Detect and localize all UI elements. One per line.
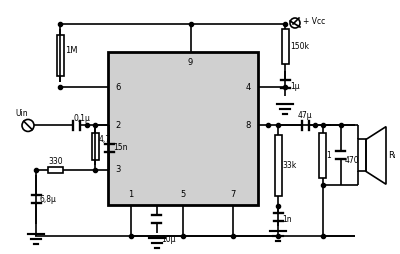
Bar	[274, 135, 282, 196]
Text: 6: 6	[115, 83, 120, 92]
Text: Rₗ: Rₗ	[388, 151, 395, 160]
Text: 1: 1	[326, 151, 331, 160]
Bar	[108, 52, 258, 205]
Text: 9: 9	[188, 58, 193, 67]
Bar	[48, 167, 63, 173]
Text: 15n: 15n	[113, 143, 128, 152]
Text: 4: 4	[246, 83, 251, 92]
Bar	[56, 35, 64, 76]
Text: 150k: 150k	[290, 42, 309, 51]
Text: 4,7: 4,7	[99, 135, 111, 144]
Text: 3: 3	[115, 165, 120, 174]
Text: 6,8μ: 6,8μ	[40, 195, 57, 204]
Text: Uin: Uin	[15, 109, 28, 118]
Text: + Vcc: + Vcc	[303, 17, 325, 25]
Bar	[92, 133, 98, 161]
Text: 1μ: 1μ	[290, 82, 300, 91]
Text: 10μ: 10μ	[161, 234, 175, 244]
Text: 2: 2	[115, 121, 120, 130]
Text: 5: 5	[180, 190, 186, 199]
Text: 330: 330	[48, 157, 63, 166]
Bar	[319, 133, 326, 178]
Text: 8: 8	[246, 121, 251, 130]
Bar	[358, 139, 366, 171]
Text: 1: 1	[128, 190, 133, 199]
Bar	[282, 29, 288, 64]
Text: 1n: 1n	[282, 215, 292, 224]
Text: 7: 7	[230, 190, 235, 199]
Text: 470n: 470n	[344, 156, 364, 165]
Text: 33k: 33k	[282, 161, 296, 170]
Text: 1M: 1M	[65, 46, 78, 55]
Text: 0,1μ: 0,1μ	[74, 114, 91, 123]
Text: 47μ: 47μ	[298, 111, 312, 120]
